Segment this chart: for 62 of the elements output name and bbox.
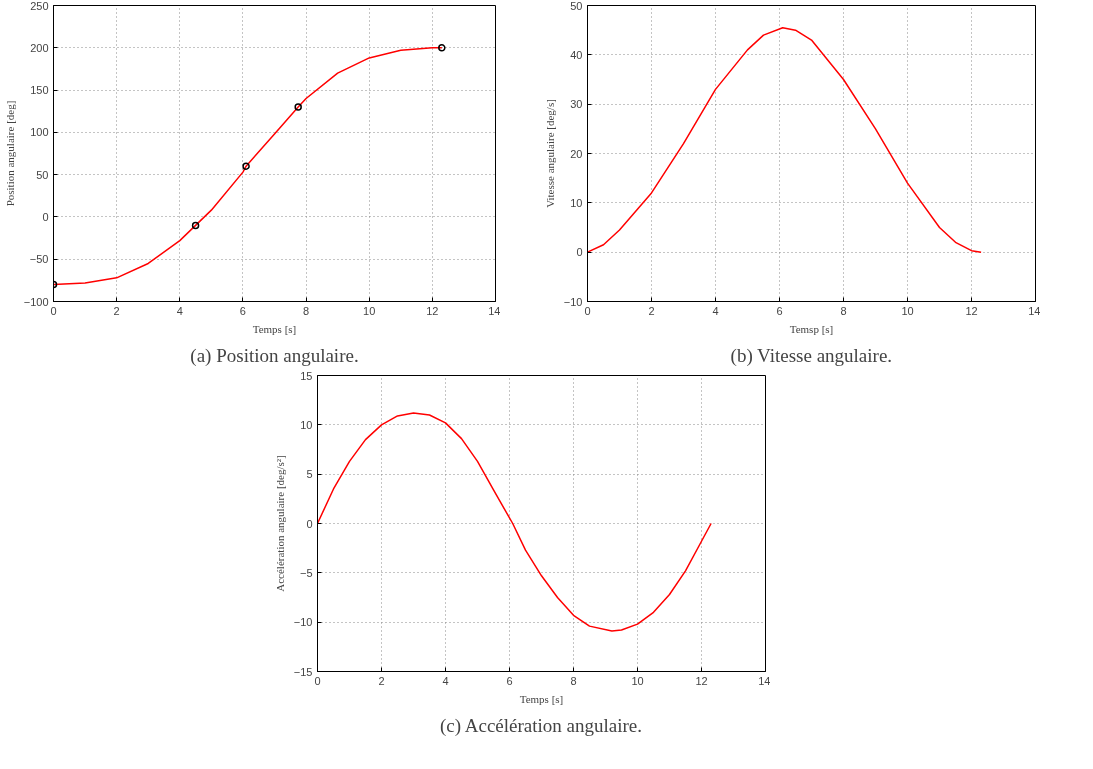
y-tick-label: −10 [563,295,583,308]
y-axis-title: Vitesse angulaire [deg/s] [543,99,556,208]
x-tick-label: 12 [426,304,439,317]
x-tick-label: 10 [901,304,914,317]
y-tick-label: 50 [570,0,583,12]
point [294,103,302,111]
point [242,162,250,170]
point [438,44,446,52]
x-tick-label: 0 [50,304,57,317]
x-tick-label: 8 [303,304,310,317]
x-tick-label: 0 [584,304,591,317]
x-tick-label: 4 [712,304,719,317]
x-tick-label: 2 [648,304,655,317]
line-series [317,412,712,632]
x-tick-label: 4 [442,674,449,687]
x-tick-label: 14 [488,304,501,317]
y-axis-title: Position angulaire [deg] [3,100,16,207]
y-axis-title: Accélération angulaire [deg/s²] [273,455,286,592]
x-axis-title: Temps [s] [519,692,564,705]
x-tick-label: 14 [1028,304,1041,317]
x-tick-label: 2 [113,304,120,317]
y-tick-label: 0 [576,246,583,259]
y-tick-label: 5 [306,468,313,481]
y-tick-label: 20 [570,147,583,160]
y-tick-label: −15 [293,665,313,678]
x-tick-label: 8 [840,304,847,317]
x-axis-title: Temps [s] [252,322,297,335]
point [191,221,200,230]
y-tick-label: 150 [30,84,49,97]
text: (a) Position angulaire. [190,344,359,367]
x-axis-title: Temsp [s] [789,322,834,335]
x-tick-label: 12 [695,674,708,687]
y-tick-label: 10 [300,418,313,431]
y-tick-label: −50 [29,253,49,266]
x-tick-label: 10 [631,674,644,687]
x-tick-label: 14 [758,674,771,687]
line-series [587,26,982,253]
y-tick-label: 0 [42,210,49,223]
x-tick-label: 2 [378,674,385,687]
y-tick-label: 15 [300,369,313,382]
text: (b) Vitesse angulaire. [730,344,893,367]
y-tick-label: 40 [570,48,583,61]
y-tick-label: 30 [570,98,583,111]
y-tick-label: 0 [306,517,313,530]
y-tick-label: 10 [570,196,583,209]
x-tick-label: 8 [570,674,577,687]
x-tick-label: 12 [965,304,978,317]
text: (c) Accélération angulaire. [439,714,642,737]
x-tick-label: 0 [314,674,321,687]
y-tick-label: 250 [30,0,49,12]
y-tick-label: −100 [23,295,49,308]
y-tick-label: −10 [293,616,313,629]
y-tick-label: 200 [30,41,49,54]
line-series [53,47,443,286]
x-tick-label: 4 [176,304,183,317]
x-tick-label: 6 [239,304,246,317]
x-tick-label: 6 [776,304,783,317]
x-tick-label: 6 [506,674,513,687]
y-tick-label: 50 [36,168,49,181]
y-tick-label: −5 [299,566,313,579]
x-tick-label: 10 [363,304,376,317]
y-tick-label: 100 [30,126,49,139]
